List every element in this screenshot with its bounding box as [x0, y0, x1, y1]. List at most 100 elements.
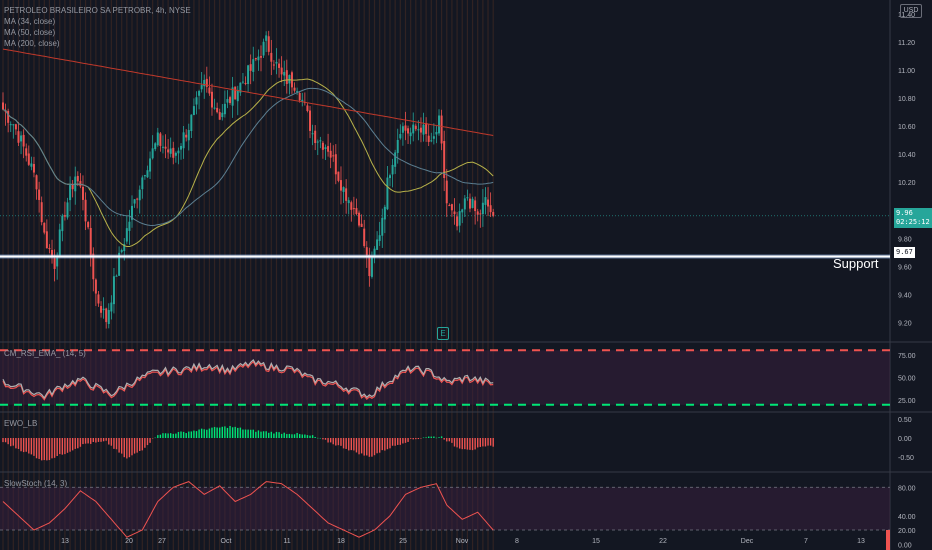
ewo-bar [17, 438, 20, 449]
ewo-bar [275, 431, 278, 438]
session-stripe [17, 0, 20, 550]
candle-body [257, 56, 260, 61]
candle-body [345, 188, 348, 201]
candle-body [360, 223, 363, 227]
ewo-bar [43, 438, 45, 461]
candle-body [386, 177, 389, 210]
candle-body [484, 197, 487, 205]
support-price-tag: 9.67 [894, 247, 915, 258]
ewo-title[interactable]: EWO_LB [4, 419, 38, 428]
ma50-line [2, 87, 494, 227]
legend-symbol[interactable]: PETROLEO BRASILEIRO SA PETROBR, 4h, NYSE [4, 6, 191, 15]
ewo-bar [296, 432, 298, 438]
ewo-bar [389, 438, 391, 449]
session-stripe [23, 0, 25, 550]
candle-body [363, 228, 366, 247]
ewo-bar [239, 427, 242, 438]
session-stripe [2, 0, 4, 550]
price-tick-label: 9.40 [898, 292, 912, 299]
candle-body [355, 208, 358, 215]
candle-body [365, 247, 368, 256]
ewo-bar [61, 438, 64, 455]
currency-button[interactable]: USD [900, 4, 922, 18]
candle-body [94, 279, 97, 294]
ewo-bar [415, 438, 417, 440]
ewo-bar [221, 426, 223, 438]
candle-body [2, 102, 4, 110]
time-tick-label: 25 [399, 538, 407, 545]
rsi-tick-label: 75.00 [898, 353, 916, 360]
session-stripe [33, 0, 35, 550]
ewo-bar [446, 438, 448, 442]
ewo-bar [317, 437, 319, 439]
candle-body [161, 146, 164, 148]
earnings-icon[interactable]: E [437, 327, 449, 340]
ewo-bar [113, 438, 115, 449]
ewo-bar [146, 438, 149, 446]
candle-body [461, 209, 464, 213]
ewo-tick-label: 0.00 [898, 436, 912, 443]
rsi-title[interactable]: CM_RSI_EMA_ (14, 5) [4, 349, 86, 358]
chart-legend: PETROLEO BRASILEIRO SA PETROBR, 4h, NYSE… [4, 5, 191, 49]
session-stripe [466, 0, 468, 550]
ewo-bar [425, 437, 427, 438]
price-tick-label: 9.80 [898, 236, 912, 243]
candle-body [422, 124, 425, 135]
candle-body [278, 63, 281, 68]
ewo-bar [4, 438, 7, 443]
candle-body [425, 123, 428, 134]
session-stripe [471, 0, 474, 550]
stoch-title[interactable]: SlowStoch (14, 3) [4, 479, 68, 488]
candle-body [254, 58, 257, 60]
session-stripe [482, 0, 484, 550]
session-stripe [172, 0, 174, 550]
ewo-bar [430, 436, 432, 438]
price-tick-label: 11.20 [898, 40, 915, 47]
session-stripe [28, 0, 30, 550]
ewo-bar [95, 438, 97, 443]
session-stripe [404, 0, 407, 550]
ewo-bar [489, 438, 492, 446]
candle-body [76, 175, 79, 182]
session-stripe [105, 0, 107, 550]
time-tick-label: 22 [659, 538, 667, 545]
session-stripe [312, 0, 314, 550]
ewo-bar [157, 435, 159, 438]
candle-body [247, 65, 250, 85]
session-stripe [420, 0, 422, 550]
candle-body [440, 115, 443, 144]
ewo-bar [84, 438, 87, 444]
rsi-band [0, 350, 890, 405]
session-stripe [126, 0, 128, 550]
legend-ma34[interactable]: MA (34, close) [4, 17, 56, 26]
ewo-bar [97, 438, 100, 442]
candles [2, 30, 495, 329]
ewo-bar [115, 438, 118, 450]
session-stripe [373, 0, 376, 550]
candle-body [337, 171, 340, 181]
support-label[interactable]: Support [833, 256, 879, 271]
ewo-bar [386, 438, 389, 450]
price-tick-label: 11.40 [898, 12, 915, 19]
price-tick-label: 9.60 [898, 264, 912, 271]
ewo-bar [244, 429, 247, 438]
candle-body [321, 142, 324, 150]
ewo-bar [108, 438, 110, 445]
candle-body [260, 56, 262, 58]
candle-body [373, 248, 376, 258]
candle-body [221, 112, 224, 118]
candle-body [190, 114, 193, 132]
session-stripe [208, 0, 210, 550]
legend-ma50[interactable]: MA (50, close) [4, 28, 56, 37]
rsi-line [2, 358, 494, 399]
price-tick-label: 10.40 [898, 152, 916, 159]
time-tick-label: 18 [337, 538, 345, 545]
ewo-bar [226, 427, 229, 438]
ewo-bar [337, 438, 340, 446]
candle-body [100, 306, 103, 313]
candle-body [115, 275, 118, 277]
time-tick-label: 11 [283, 538, 290, 545]
legend-ma200[interactable]: MA (200, close) [4, 39, 60, 48]
ewo-bar [381, 438, 383, 451]
